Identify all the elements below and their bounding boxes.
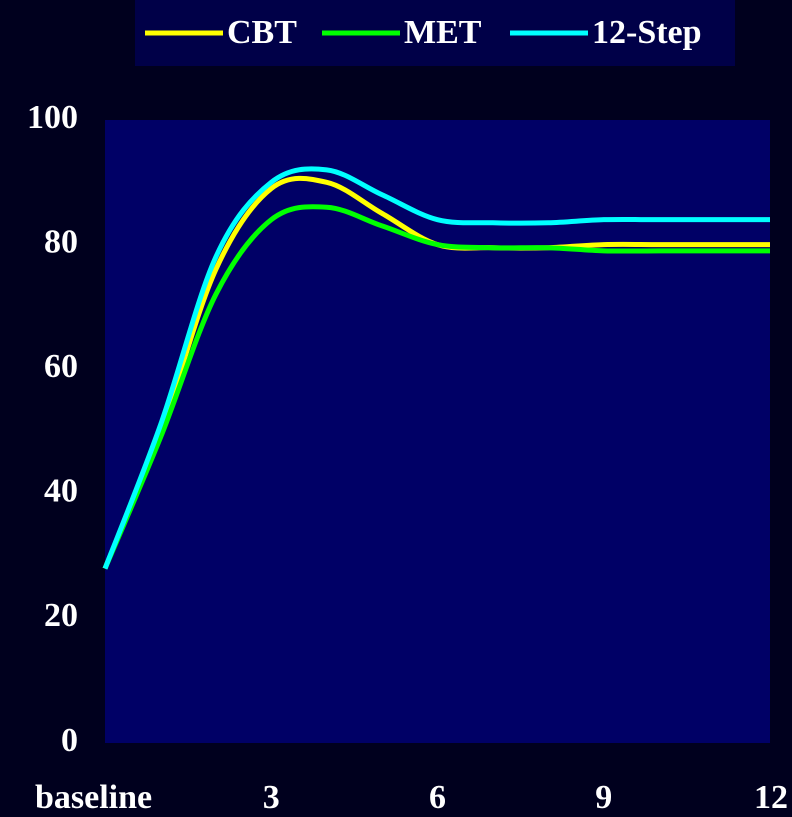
plot-area [105, 120, 770, 743]
x-tick-label: baseline [35, 779, 152, 816]
legend-label: 12-Step [592, 14, 702, 51]
series-line [102, 166, 770, 570]
y-tick-label: 60 [44, 348, 78, 385]
x-tick-label: 12 [754, 779, 788, 816]
y-tick-label: 0 [61, 722, 78, 759]
legend-label: MET [404, 14, 482, 51]
x-tick-label: 9 [595, 779, 612, 816]
x-tick-label: 6 [429, 779, 446, 816]
y-tick-label: 80 [44, 223, 78, 260]
y-tick-label: 40 [44, 473, 78, 510]
legend-box [135, 0, 735, 66]
series-line [102, 204, 770, 570]
series-line [102, 175, 770, 570]
y-tick-label: 20 [44, 597, 78, 634]
x-tick-label: 3 [263, 779, 280, 816]
legend-label: CBT [227, 14, 297, 51]
y-tick-label: 100 [27, 99, 78, 136]
